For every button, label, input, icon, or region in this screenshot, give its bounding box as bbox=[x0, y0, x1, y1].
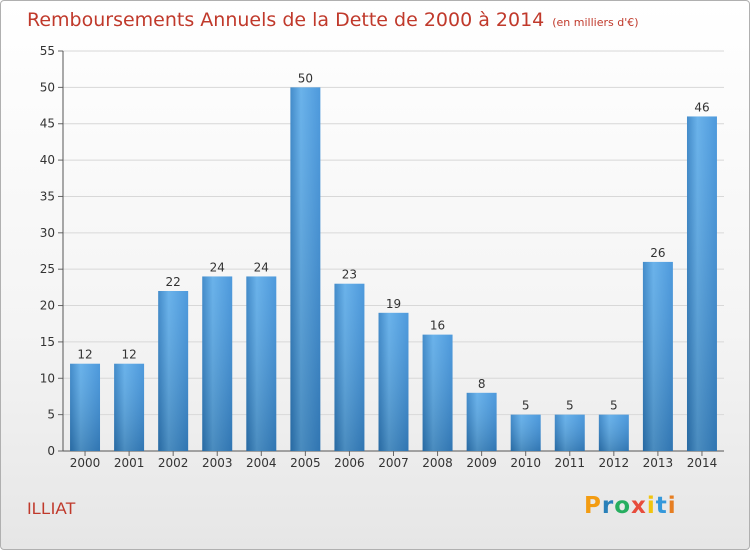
x-tick-label: 2006 bbox=[334, 456, 365, 470]
bar-shade bbox=[598, 414, 629, 451]
x-tick-label: 2013 bbox=[643, 456, 674, 470]
logo-letter: r bbox=[601, 493, 615, 519]
commune-name: ILLIAT bbox=[27, 499, 76, 518]
bar-value-label: 22 bbox=[166, 275, 181, 289]
chart-unit: (en milliers d'€) bbox=[552, 16, 639, 29]
logo-letter: x bbox=[631, 493, 647, 519]
x-tick-label: 2014 bbox=[687, 456, 718, 470]
bar-shade bbox=[642, 261, 673, 451]
bar-value-label: 26 bbox=[650, 246, 665, 260]
x-tick-label: 2008 bbox=[422, 456, 453, 470]
bar-shade bbox=[510, 414, 541, 451]
chart-title: Remboursements Annuels de la Dette de 20… bbox=[27, 9, 639, 31]
y-tick-label: 25 bbox=[40, 262, 55, 276]
y-tick-label: 10 bbox=[40, 371, 55, 385]
y-tick-label: 35 bbox=[40, 189, 55, 203]
bar-shade bbox=[466, 392, 497, 451]
x-tick-label: 2004 bbox=[246, 456, 277, 470]
bar-value-label: 19 bbox=[386, 297, 401, 311]
y-tick-label: 30 bbox=[40, 226, 55, 240]
x-tick-label: 2005 bbox=[290, 456, 321, 470]
bar-shade bbox=[202, 276, 233, 451]
bar-value-label: 23 bbox=[342, 268, 357, 282]
x-tick-label: 2007 bbox=[378, 456, 409, 470]
y-tick-label: 15 bbox=[40, 335, 55, 349]
bar-value-label: 24 bbox=[254, 260, 269, 274]
bar-shade bbox=[290, 87, 321, 451]
logo-letter: t bbox=[655, 493, 668, 519]
bar-shade bbox=[686, 116, 717, 452]
bar-value-label: 12 bbox=[121, 348, 136, 362]
logo-letter: i bbox=[646, 493, 656, 519]
chart-title-text: Remboursements Annuels de la Dette de 20… bbox=[27, 9, 545, 31]
x-tick-label: 2003 bbox=[202, 456, 233, 470]
y-tick-label: 5 bbox=[47, 408, 55, 422]
bar-value-label: 24 bbox=[210, 260, 225, 274]
bar-shade bbox=[378, 312, 409, 451]
bar-value-label: 46 bbox=[694, 100, 709, 114]
bar-shade bbox=[246, 276, 277, 451]
logo-letter: P bbox=[584, 493, 602, 519]
bar-shade bbox=[334, 283, 365, 451]
logo-letter: i bbox=[667, 493, 677, 519]
y-tick-label: 50 bbox=[40, 80, 55, 94]
bar-value-label: 8 bbox=[478, 377, 486, 391]
x-tick-label: 2011 bbox=[554, 456, 585, 470]
y-tick-label: 0 bbox=[47, 444, 55, 458]
bar-shade bbox=[114, 363, 145, 451]
bar-value-label: 5 bbox=[522, 399, 530, 413]
bars bbox=[70, 87, 717, 452]
bar-value-label: 12 bbox=[77, 348, 92, 362]
bar-shade bbox=[70, 363, 101, 451]
bar-value-label: 50 bbox=[298, 71, 313, 85]
y-tick-label: 40 bbox=[40, 153, 55, 167]
x-tick-label: 2012 bbox=[599, 456, 630, 470]
proxiti-logo: Proxiti bbox=[584, 493, 677, 519]
y-tick-label: 55 bbox=[40, 44, 55, 58]
bar-value-label: 16 bbox=[430, 319, 445, 333]
y-tick-label: 20 bbox=[40, 299, 55, 313]
bar-shade bbox=[158, 291, 189, 451]
bar-value-label: 5 bbox=[566, 399, 574, 413]
x-tick-label: 2001 bbox=[114, 456, 145, 470]
y-tick-label: 45 bbox=[40, 117, 55, 131]
bar-value-label: 5 bbox=[610, 399, 618, 413]
data-labels: 12 2000 12 2001 22 2002 24 2003 24 2004 50 2005 23 20… bbox=[70, 71, 717, 470]
logo-letter: o bbox=[614, 493, 632, 519]
x-tick-label: 2010 bbox=[510, 456, 541, 470]
bar-shade bbox=[554, 414, 585, 451]
x-tick-label: 2002 bbox=[158, 456, 189, 470]
x-tick-label: 2009 bbox=[466, 456, 497, 470]
x-tick-label: 2000 bbox=[70, 456, 101, 470]
bar-shade bbox=[422, 334, 453, 451]
